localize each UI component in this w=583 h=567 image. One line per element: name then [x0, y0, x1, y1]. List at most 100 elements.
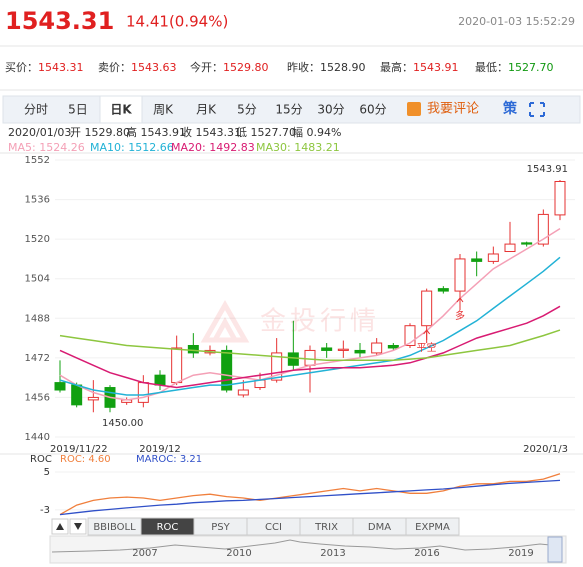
- candle-body: [521, 242, 533, 245]
- legend-entry: MA20: 1492.83: [171, 141, 255, 154]
- info: 2020/01/03: [8, 126, 71, 139]
- quote-label: 卖价：: [98, 61, 131, 74]
- candle-body: [471, 258, 483, 262]
- tab[interactable]: 周K: [153, 103, 174, 117]
- candle-body: [221, 349, 233, 391]
- watermark-logo: [200, 299, 250, 343]
- tab[interactable]: 60分: [359, 103, 386, 117]
- change: 14.41(0.94%): [126, 13, 228, 31]
- tab[interactable]: 30分: [317, 103, 344, 117]
- y-tick-label: 1504: [25, 274, 50, 285]
- ma-line: [59, 305, 561, 389]
- tab[interactable]: 15分: [275, 103, 302, 117]
- tab[interactable]: 日K: [110, 103, 132, 117]
- candle-body: [271, 352, 283, 381]
- candle-body: [321, 347, 333, 351]
- indicator-tab-label[interactable]: ROC: [157, 522, 179, 533]
- comment-icon[interactable]: [407, 102, 421, 116]
- tab[interactable]: 分时: [24, 103, 48, 117]
- ma-line: [59, 256, 561, 396]
- candle-body: [54, 382, 66, 391]
- y-tick-label: 1536: [25, 195, 50, 206]
- timeline-year: 2016: [414, 548, 439, 559]
- info: 开 1529.80: [70, 126, 130, 139]
- panel-title: ROC: [30, 454, 52, 465]
- quote-value: 1543.31: [38, 61, 84, 74]
- timeline-year: 2007: [132, 548, 157, 559]
- up-arrow: [56, 523, 64, 530]
- strategy-button[interactable]: 策: [502, 100, 518, 117]
- ma-line: [59, 227, 561, 401]
- candle-body: [137, 382, 149, 403]
- legend-entry: MA10: 1512.66: [90, 141, 174, 154]
- candle-body: [171, 347, 183, 384]
- candle-body: [421, 290, 433, 327]
- high-label: 1543.91: [527, 164, 568, 175]
- info: 收 1543.31: [181, 125, 241, 139]
- y-tick-label: 1456: [25, 392, 50, 403]
- quote-value: 1527.70: [508, 61, 554, 74]
- ma-line: [59, 329, 561, 362]
- watermark: 金投行情: [260, 307, 380, 337]
- tab[interactable]: 月K: [196, 103, 217, 117]
- candle-body: [487, 253, 499, 262]
- candle-body: [71, 384, 83, 406]
- quote-label: 最高：: [380, 60, 413, 74]
- indicator-tab-label[interactable]: DMA: [368, 522, 391, 533]
- down-arrow: [74, 523, 82, 530]
- y-tick-label: 1488: [25, 313, 50, 324]
- tab[interactable]: 5分: [237, 103, 257, 117]
- indicator-tab-label[interactable]: EXPMA: [415, 522, 450, 533]
- fullscreen-icon[interactable]: [529, 102, 545, 117]
- indicator-tab-label[interactable]: CCI: [265, 522, 282, 533]
- signal-arrow: [423, 329, 431, 340]
- datetime: 2020-01-03 15:52:29: [458, 15, 575, 28]
- candle-body: [154, 374, 166, 386]
- info: 低 1527.70: [236, 126, 296, 139]
- candle-body: [537, 213, 549, 245]
- x-tick-label: 2019/11/22: [50, 444, 108, 455]
- tab-bar: [2, 95, 581, 124]
- candle-body: [187, 344, 199, 354]
- indicator-line: [59, 479, 561, 516]
- candle-body: [87, 396, 99, 401]
- quote-label: 最低：: [475, 61, 508, 74]
- low-label: 1450.00: [102, 418, 143, 429]
- x-tick-label: 2020/1/3: [523, 444, 568, 455]
- timeline-handle[interactable]: [547, 536, 563, 563]
- timeline-trend: [51, 539, 563, 553]
- timeline-year: 2019: [508, 548, 533, 559]
- indicator-tab[interactable]: [405, 517, 460, 536]
- candle-body: [554, 180, 566, 216]
- indicator-tab-label[interactable]: BBIBOLL: [93, 522, 136, 533]
- quote-label: 昨收：: [287, 60, 320, 74]
- indicator-tab-label[interactable]: PSY: [211, 522, 230, 533]
- candle-body: [454, 258, 466, 292]
- candle-body: [437, 288, 449, 292]
- signal-long: 多: [455, 309, 465, 322]
- candle-body: [237, 389, 249, 396]
- candle-body: [337, 348, 349, 351]
- candle-body: [304, 349, 316, 366]
- y-tick-label: 1552: [25, 155, 50, 166]
- candle-body: [287, 352, 299, 366]
- quote-value: 1529.80: [223, 61, 269, 74]
- y-tick-label: 1472: [25, 353, 50, 364]
- quote-label: 今开：: [190, 60, 223, 74]
- legend-entry: MA30: 1483.21: [256, 141, 340, 154]
- indicator-tab-label[interactable]: TRIX: [314, 522, 338, 533]
- tab[interactable]: 5日: [68, 103, 88, 117]
- y-tick-label: -3: [40, 505, 50, 516]
- comment-button[interactable]: 我要评论: [427, 102, 479, 117]
- quote-value: 1543.91: [413, 61, 459, 74]
- candle-body: [404, 325, 416, 346]
- legend-entry: MAROC: 3.21: [136, 454, 202, 465]
- info: 高 1543.91: [126, 125, 186, 139]
- y-tick-label: 5: [44, 467, 50, 478]
- quote-label: 买价：: [5, 61, 38, 74]
- price: 1543.31: [5, 7, 114, 35]
- legend-entry: ROC: 4.60: [60, 454, 111, 465]
- x-tick-label: 2019/12: [139, 444, 181, 455]
- indicator-line: [59, 473, 561, 516]
